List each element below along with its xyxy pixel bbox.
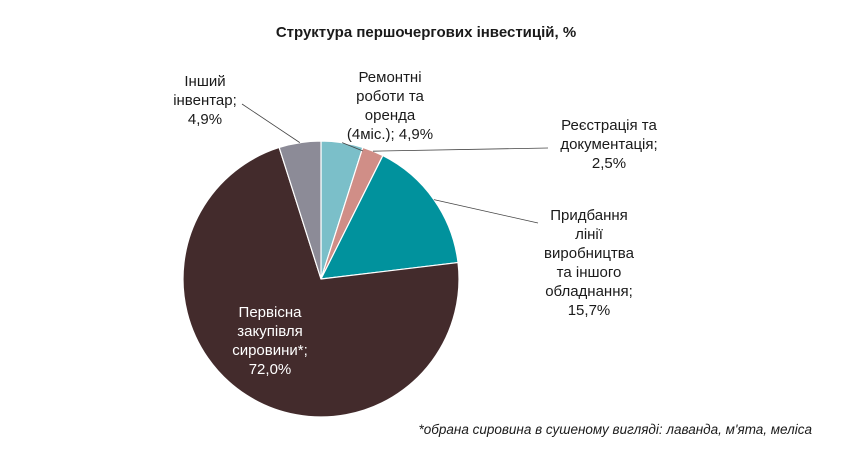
label-registration: Реєстрація та документація; 2,5% bbox=[560, 117, 658, 172]
leader-other bbox=[241, 103, 301, 143]
label-equipment: Придбання лінії виробництва та іншого об… bbox=[544, 207, 634, 319]
label-raw: Первісна закупівля сировини*; 72,0% bbox=[232, 304, 308, 378]
leader-repair bbox=[342, 142, 364, 152]
footnote: *обрана сировина в сушеному вигляді: лав… bbox=[418, 422, 812, 437]
label-other: Інший інвентар; 4,9% bbox=[173, 73, 237, 128]
chart-title: Структура першочергових інвестицій, % bbox=[275, 24, 577, 41]
label-repair: Ремонтні роботи та оренда (4міс.); 4,9% bbox=[346, 69, 434, 143]
leader-equipment bbox=[433, 199, 539, 224]
slice-raw bbox=[182, 146, 460, 418]
slice-other bbox=[278, 140, 322, 280]
leader-registration bbox=[373, 147, 549, 152]
